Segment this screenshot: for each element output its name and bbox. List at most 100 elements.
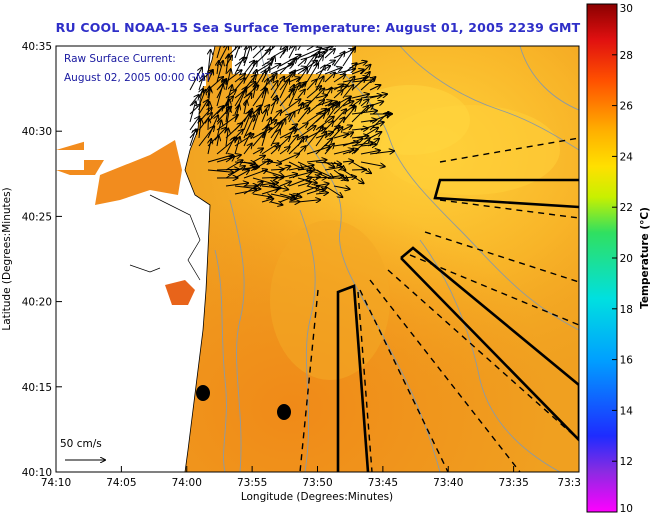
current-vector (369, 85, 380, 91)
current-vector (252, 46, 266, 59)
x-tick-label: 73:40 (433, 477, 463, 489)
current-vector (217, 136, 219, 147)
colorbar-tick-label: 30 (620, 3, 633, 15)
current-vector (297, 69, 307, 83)
current-vector (270, 202, 282, 205)
current-vector (315, 138, 332, 155)
current-vector (243, 182, 263, 195)
current-vector (360, 122, 384, 131)
transect-lines (299, 137, 579, 472)
current-vector (261, 46, 265, 51)
current-vector (333, 69, 355, 75)
current-vector (217, 61, 219, 75)
current-vector (297, 123, 308, 131)
map-title: RU COOL NOAA-15 Sea Surface Temperature:… (55, 20, 581, 35)
current-vector (333, 98, 350, 115)
colorbar-tick-label: 22 (620, 202, 633, 214)
current-vector (243, 144, 252, 155)
current-vector (324, 88, 332, 99)
current-vector (261, 89, 267, 107)
current-vector (306, 109, 326, 123)
current-vector (306, 147, 330, 155)
current-vector (306, 188, 326, 195)
y-tick-label: 40:10 (22, 467, 52, 479)
current-vector (297, 59, 306, 67)
current-vector (333, 142, 358, 147)
current-vector (279, 182, 291, 187)
current-vector (297, 182, 311, 186)
current-vector (234, 78, 245, 91)
current-vector (342, 149, 358, 155)
colorbar-tick-label: 26 (620, 101, 634, 113)
colorbar-tick-label: 14 (620, 405, 634, 417)
current-vector (279, 99, 300, 115)
current-vector (252, 194, 272, 197)
current-vector (351, 94, 369, 99)
current-vector (243, 46, 251, 67)
current-vector (270, 146, 280, 155)
x-axis-ticks: 74:10 74:05 74:00 73:55 73:50 73:45 73:40 73:35… (41, 466, 581, 489)
current-vector (306, 89, 324, 107)
current-vector (252, 132, 265, 147)
current-vector (244, 101, 247, 115)
x-tick-label: 73:50 (302, 477, 332, 489)
sampling-boxes (336, 178, 579, 472)
current-vector (288, 177, 312, 187)
current-vector (324, 49, 335, 59)
current-vector (297, 103, 303, 115)
current-vector (279, 90, 294, 107)
current-vector (279, 59, 295, 75)
y-axis-label: Latitude (Degrees:Minutes) (1, 187, 13, 330)
colorbar-tick-label: 12 (620, 456, 633, 468)
scale-label: 50 cm/s (60, 438, 102, 450)
current-vector (279, 46, 287, 59)
current-vector (333, 134, 348, 139)
current-vector (261, 110, 267, 123)
current-vector (342, 126, 352, 131)
current-vector (351, 106, 368, 123)
current-vector (208, 139, 211, 155)
current-vector (324, 144, 334, 155)
current-vector (279, 166, 290, 170)
current-vector (369, 132, 381, 139)
current-vector (234, 190, 256, 195)
current-vector (189, 129, 196, 147)
colorbar-label: Temperature (°C) (639, 207, 651, 309)
current-vector (270, 96, 277, 115)
current-vector (288, 172, 312, 179)
station-dot (196, 385, 210, 401)
current-vector (306, 64, 318, 83)
current-vector (225, 156, 234, 163)
current-vector (226, 129, 228, 147)
current-vector (226, 55, 229, 75)
current-vector (333, 52, 345, 67)
current-vector (279, 154, 299, 163)
x-tick-label: 73:3 (557, 477, 581, 489)
current-vector (252, 148, 263, 155)
colorbar-tick-label: 16 (620, 355, 634, 367)
current-vector (315, 169, 333, 178)
annotation-line-2: August 02, 2005 00:00 GMT (64, 72, 212, 84)
current-vector (270, 81, 278, 91)
current-vector (297, 169, 311, 171)
colorbar-tick-label: 10 (620, 503, 633, 515)
current-vector (252, 160, 270, 171)
current-vector (189, 68, 202, 91)
x-tick-label: 74:05 (106, 477, 136, 489)
current-vector (199, 119, 201, 139)
current-vector (342, 139, 363, 147)
current-vector (243, 46, 248, 51)
y-tick-label: 40:35 (22, 41, 52, 53)
current-vector (243, 133, 251, 147)
current-vector (306, 160, 326, 162)
x-tick-label: 74:10 (41, 477, 71, 489)
current-vector (288, 46, 292, 51)
current-vector (279, 195, 298, 203)
current-vector (342, 132, 353, 139)
y-tick-label: 40:30 (22, 126, 52, 138)
current-vectors (189, 46, 394, 205)
current-vector (198, 126, 214, 147)
current-vector (333, 90, 343, 99)
x-tick-label: 73:45 (368, 477, 398, 489)
colorbar-tick-label: 18 (620, 304, 633, 316)
